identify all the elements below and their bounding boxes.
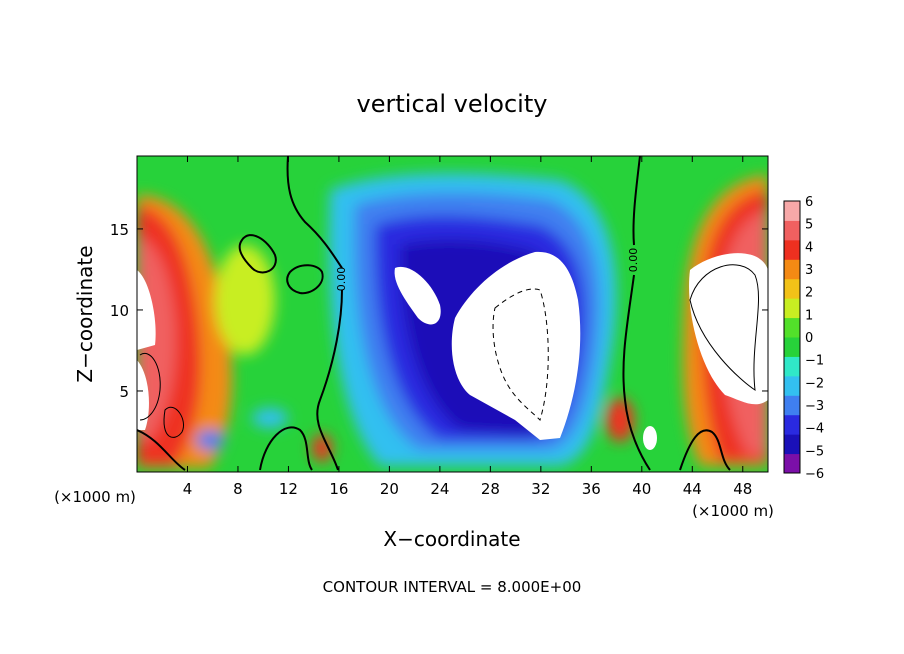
colorbar-swatch [784,259,800,280]
plot-frame [136,155,769,473]
colorbar-label: 5 [805,218,813,233]
x-tick-label: 24 [430,480,449,498]
x-unit-left: (×1000 m) [54,488,136,506]
colorbar-swatch [784,298,800,319]
x-tick-label: 40 [632,480,651,498]
y-tick-label: 15 [110,221,129,239]
x-tick-label: 8 [233,480,243,498]
low-red-cell-right [606,398,634,442]
negative-contour [492,288,549,421]
white-right-spot [643,426,657,450]
x-tick-label: 28 [481,480,500,498]
white-right-core [689,253,768,405]
white-downdraft-core [451,251,581,440]
thin-contours [139,264,760,438]
low-red-cell [312,434,332,462]
colorbar-label: −4 [805,422,824,437]
low-cyan-cell [252,408,288,428]
colorbar: 6 5 4 3 2 1 0 −1 −2 −3 −4 −5 −6 [783,195,824,482]
colorbar-label: −2 [805,376,824,391]
colorbar-label: 1 [805,308,813,323]
colorbar-swatch [784,201,800,221]
colorbar-swatch [784,453,800,474]
low-blue-cell [196,430,224,450]
y-axis: 5 10 15 [110,221,768,401]
colorbar-swatch [784,414,800,435]
colorbar-label: 0 [805,331,813,346]
y-tick-label: 5 [119,383,129,401]
colorbar-label: 6 [805,195,813,210]
colorbar-swatch [784,356,800,377]
x-unit-right: (×1000 m) [692,502,774,520]
velocity-field: 0.00 0.00 [137,156,768,472]
x-tick-label: 36 [582,480,601,498]
contour-label: 0.00 [627,248,640,273]
colorbar-label: 4 [805,240,813,255]
chart-title: vertical velocity [357,90,548,118]
white-left-bottom [137,360,149,430]
white-downdraft-small [394,266,441,325]
colorbar-swatch [784,337,800,357]
colorbar-swatch [784,434,800,455]
colorbar-swatch [784,395,800,416]
x-tick-label: 16 [329,480,348,498]
colorbar-swatch [784,239,800,260]
contour-interval-note: CONTOUR INTERVAL = 8.000E+00 [323,578,582,596]
zero-contours [137,156,731,471]
colorbar-swatch [784,220,800,241]
colorbar-label: −3 [805,399,824,414]
y-tick-label: 10 [110,302,129,320]
colorbar-swatch [784,278,800,299]
colorbar-label: −6 [805,467,824,482]
colorbar-frame [783,200,801,474]
x-tick-label: 12 [279,480,298,498]
colorbar-swatch [784,375,800,396]
colorbar-label: 3 [805,263,813,278]
x-tick-label: 48 [733,480,752,498]
colorbar-label: −5 [805,444,824,459]
y-axis-label: Z−coordinate [73,245,97,382]
white-left-top [137,270,156,350]
x-tick-label: 4 [183,480,193,498]
x-axis: 4 8 12 16 20 24 28 32 36 40 44 48 [183,156,752,498]
x-axis-label: X−coordinate [383,527,520,551]
x-tick-label: 44 [683,480,702,498]
colorbar-swatch [784,317,800,338]
contour-label: 0.00 [335,267,348,292]
x-tick-label: 20 [380,480,399,498]
colorbar-label: −1 [805,354,824,369]
colorbar-label: 2 [805,286,813,301]
x-tick-label: 32 [531,480,550,498]
